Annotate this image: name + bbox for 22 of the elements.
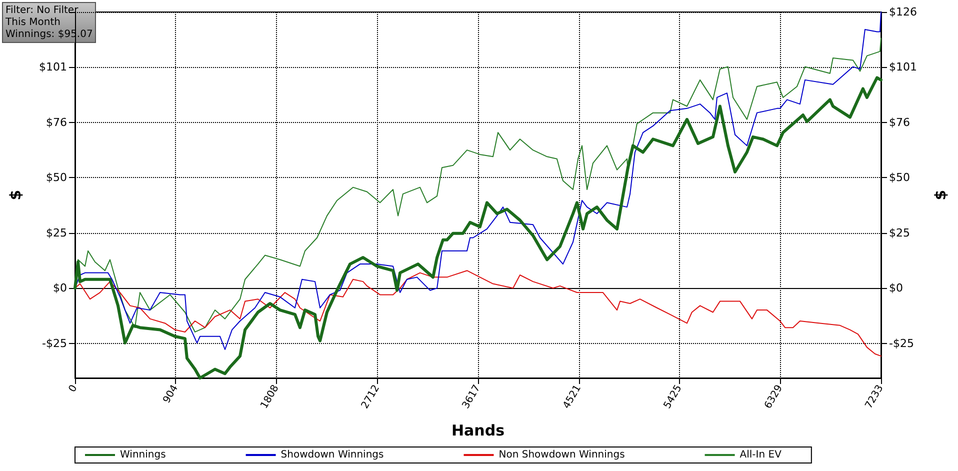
y-tick-label: $0 <box>53 282 67 295</box>
y2-tick-label: -$25 <box>889 336 914 350</box>
y-tick-label: $101 <box>39 60 67 74</box>
text: This Month <box>4 17 60 28</box>
legend-label: Non Showdown Winnings <box>498 450 625 460</box>
legend-label: Winnings <box>120 450 166 460</box>
y2-tick-label: $126 <box>889 6 917 18</box>
y2-tick-label: $50 <box>889 171 910 184</box>
y-axis-title: $ <box>6 190 24 200</box>
legend-label: Showdown Winnings <box>280 450 384 460</box>
x-tick-label: 0 <box>67 383 80 394</box>
y-tick-label: $25 <box>46 226 67 240</box>
y2-tick-label: $25 <box>889 226 910 240</box>
y-tick-label: $76 <box>46 116 67 129</box>
y2-tick-label: $76 <box>889 116 910 129</box>
y-tick-label: $50 <box>46 171 67 184</box>
y2-tick-label: $0 <box>889 282 903 295</box>
legend-label: All-In EV <box>740 450 782 460</box>
y-tick-label: -$25 <box>42 336 67 350</box>
x-axis-title: Hands <box>451 422 505 440</box>
y2-axis-title: $ <box>932 190 950 200</box>
y2-tick-label: $101 <box>889 60 917 74</box>
